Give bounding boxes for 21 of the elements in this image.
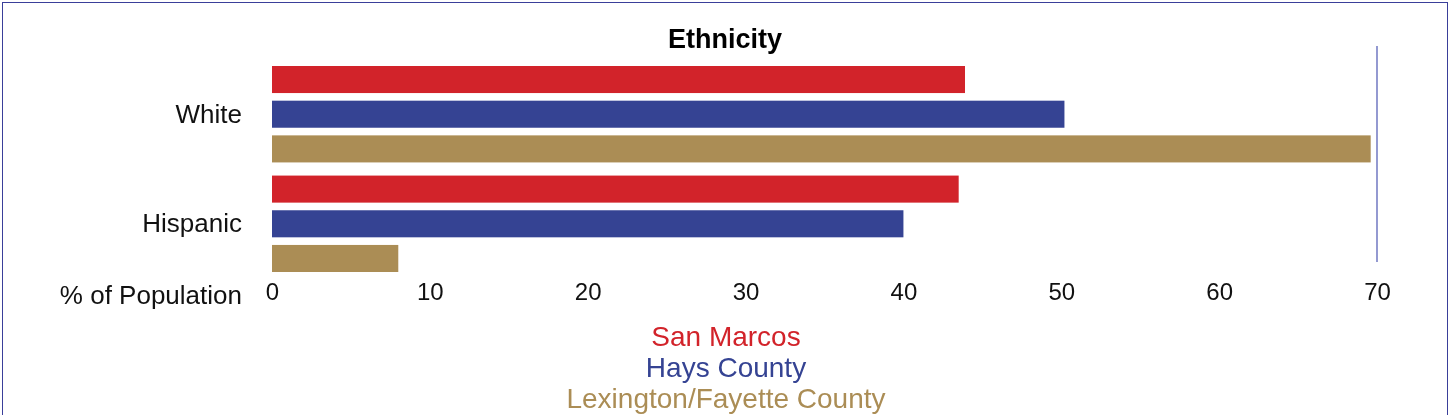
bar <box>272 66 965 94</box>
text: Lexington/Fayette County <box>566 383 886 414</box>
text: San Marcos <box>651 321 801 352</box>
x-tick-label: 60 <box>1206 278 1233 306</box>
bar <box>272 210 904 238</box>
chart-title: Ethnicity <box>667 24 783 54</box>
bar <box>272 175 959 203</box>
bar <box>272 244 399 272</box>
text: Hays County <box>645 352 807 383</box>
x-tick-label: 20 <box>574 278 602 306</box>
y-tick-label: White <box>175 98 242 129</box>
x-tick-label: 10 <box>417 278 444 306</box>
x-tick-label: 30 <box>732 278 760 306</box>
bar <box>272 135 1371 163</box>
x-axis-title: % of Population <box>59 280 242 310</box>
x-tick-label: 40 <box>890 278 918 306</box>
x-tick-label: 50 <box>1048 278 1076 306</box>
x-tick-label: 70 <box>1364 278 1391 306</box>
y-tick-label: Hispanic <box>142 208 242 239</box>
x-tick-label: 0 <box>265 278 280 306</box>
bar <box>272 100 1065 128</box>
